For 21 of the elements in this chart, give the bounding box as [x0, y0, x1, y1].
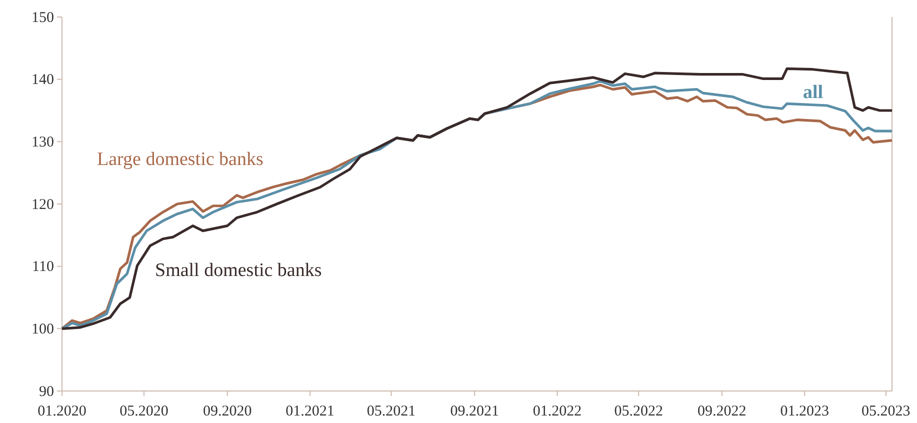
x-tick-label: 01.2020 — [38, 404, 86, 420]
x-tick-label: 05.2022 — [614, 404, 663, 420]
x-tick-label: 09.2021 — [450, 404, 500, 420]
x-tick-label: 05.2021 — [366, 404, 416, 420]
x-tick-label: 05.2020 — [120, 404, 168, 420]
x-tick-label: 01.2022 — [532, 404, 582, 420]
series-label: Large domestic banks — [97, 149, 264, 170]
x-tick-label: 01.2023 — [780, 404, 829, 420]
x-tick-label: 05.2023 — [862, 404, 910, 420]
y-tick-label: 150 — [32, 10, 54, 26]
x-tick-label: 09.2020 — [202, 404, 252, 420]
series-label: Small domestic banks — [155, 260, 322, 281]
y-tick-label: 110 — [32, 259, 54, 276]
y-tick-label: 140 — [32, 72, 54, 88]
y-tick-label: 90 — [39, 384, 54, 400]
y-tick-label: 130 — [32, 134, 54, 150]
x-tick-label: 01.2021 — [286, 404, 334, 420]
y-tick-label: 120 — [32, 196, 54, 213]
series-label: all — [803, 82, 824, 103]
x-tick-label: 09.2022 — [698, 404, 746, 420]
y-tick-label: 100 — [32, 321, 54, 338]
